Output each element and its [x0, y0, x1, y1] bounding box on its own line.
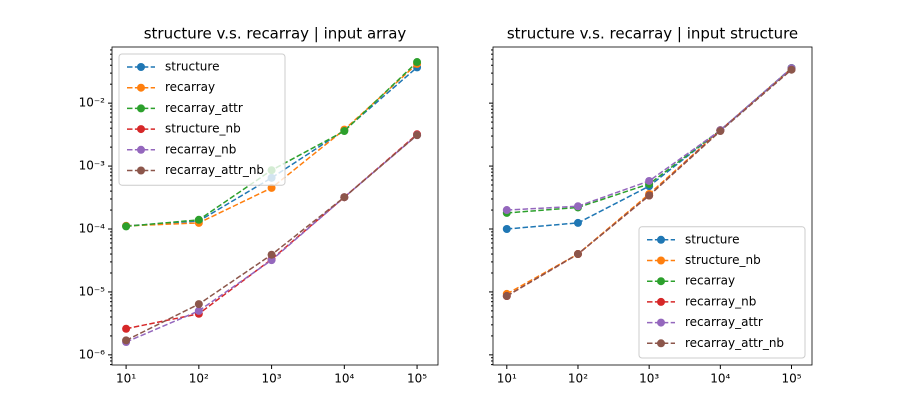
marker [413, 131, 422, 140]
legend-marker [137, 63, 145, 71]
chart-title: structure v.s. recarray | input array [144, 25, 407, 43]
legend-label: recarray_attr_nb [685, 336, 784, 350]
legend-marker [657, 297, 665, 306]
marker [267, 183, 276, 192]
x-tick-label: 10⁵ [407, 372, 427, 386]
legend-label: structure [685, 232, 739, 246]
marker [716, 127, 725, 136]
legend-marker [137, 104, 145, 113]
legend-marker [657, 256, 665, 265]
marker [194, 215, 203, 224]
y-tick-label: 10⁻² [79, 96, 106, 110]
axes-frame [492, 46, 813, 366]
marker [573, 202, 582, 211]
marker [787, 65, 796, 74]
legend-marker [137, 145, 145, 154]
legend-box [638, 226, 806, 359]
legend-label: recarray_attr [165, 101, 243, 115]
x-tick-label: 10¹ [497, 372, 517, 386]
marker [645, 176, 654, 185]
legend-marker [657, 235, 665, 244]
y-tick-label: 10⁻⁵ [79, 284, 106, 298]
legend-marker [657, 277, 665, 286]
marker [122, 324, 131, 333]
legend-label: structure_nb [685, 253, 761, 267]
marker [194, 300, 203, 309]
marker [340, 127, 349, 136]
legend: structure recarray recarray_attr structure_… [118, 53, 286, 186]
marker [502, 206, 511, 215]
legend-box [118, 53, 286, 186]
marker [502, 224, 511, 233]
x-tick-label: 10³ [639, 372, 659, 386]
marker [413, 58, 422, 67]
x-tick-label: 10⁴ [710, 372, 730, 386]
marker [122, 222, 131, 231]
series-line [506, 67, 793, 230]
x-tick-label: 10³ [262, 372, 282, 386]
legend-label: recarray_nb [685, 294, 756, 308]
y-tick-label: 10⁻⁴ [79, 221, 106, 235]
x-tick-label: 10⁵ [781, 372, 801, 386]
x-tick-label: 10² [568, 372, 588, 386]
x-tick-label: 10⁴ [334, 372, 354, 386]
legend-label: structure [165, 60, 219, 74]
y-tick-label: 10⁻³ [79, 159, 106, 173]
marker [122, 336, 131, 345]
marker [340, 193, 349, 202]
marker [573, 250, 582, 259]
y-tick-label: 10⁻⁶ [79, 347, 106, 361]
legend-label: recarray_attr [685, 315, 763, 329]
marker [194, 306, 203, 315]
x-tick-label: 10² [189, 372, 209, 386]
legend-marker [137, 125, 145, 134]
legend-label: structure_nb [165, 122, 241, 136]
legend-marker [657, 318, 665, 327]
legend-label: recarray [685, 274, 735, 288]
marker [502, 292, 511, 301]
marker [645, 191, 654, 200]
marker [573, 218, 582, 227]
legend-label: recarray_attr_nb [165, 163, 264, 177]
legend-marker [657, 339, 665, 348]
legend-label: recarray [165, 80, 215, 94]
x-tick-label: 10¹ [116, 372, 136, 386]
legend: structure structure_nb recarray recarray_nb… [638, 226, 806, 359]
chart-title: structure v.s. recarray | input structur… [507, 25, 798, 43]
legend-label: recarray_nb [165, 142, 236, 156]
legend-marker [137, 83, 145, 92]
legend-marker [137, 166, 145, 175]
marker [267, 250, 276, 259]
axes-frame [111, 46, 439, 366]
